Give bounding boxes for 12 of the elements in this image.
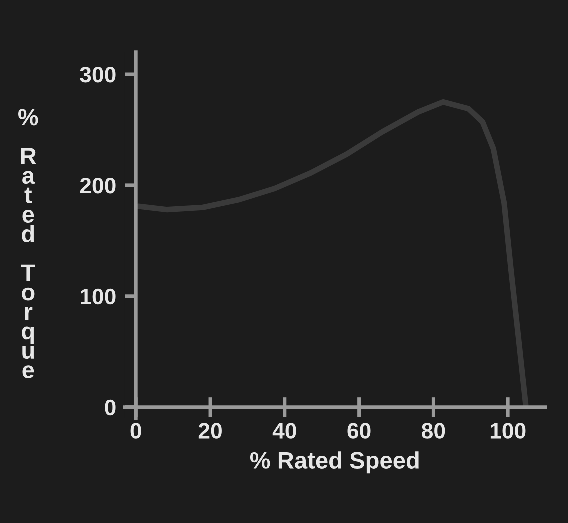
y-tick-label: 300 xyxy=(80,67,116,83)
x-tick-label: 80 xyxy=(422,423,446,439)
text: % Rated Torque xyxy=(18,109,38,379)
x-tick-label: 60 xyxy=(348,423,371,439)
x-tick-label: 40 xyxy=(272,423,296,439)
y-tick-label: 100 xyxy=(81,288,116,305)
x-tick-label: 100 xyxy=(490,423,526,439)
x-tick-label: 0 xyxy=(130,423,142,439)
y-tick-label: 0 xyxy=(105,400,116,416)
x-tick-label: 20 xyxy=(198,423,222,439)
x-axis-title: % Rated Speed xyxy=(250,452,419,474)
y-tick-label: 200 xyxy=(80,178,116,194)
